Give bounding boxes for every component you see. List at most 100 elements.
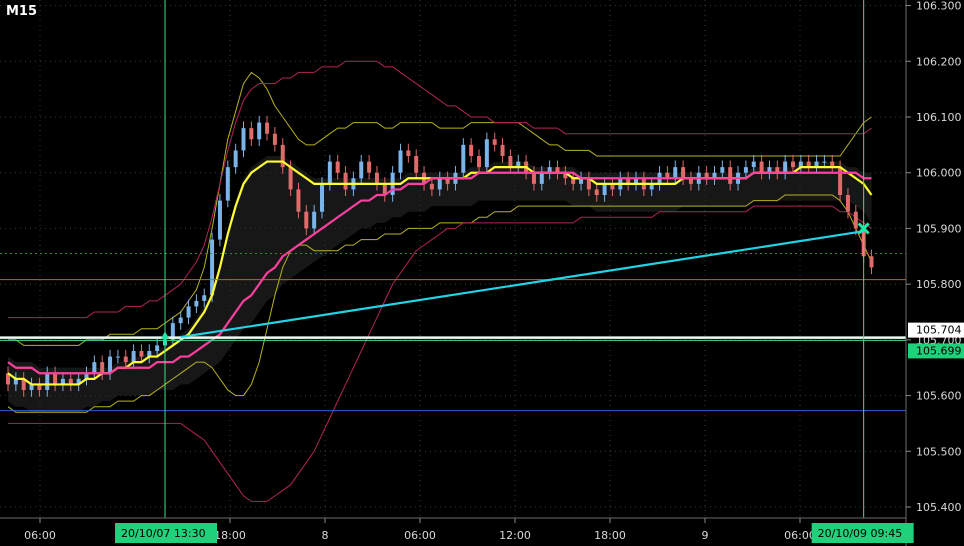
candle-body (194, 300, 199, 307)
candle-body (359, 161, 364, 179)
candle-body (45, 373, 50, 390)
candle-body (869, 256, 874, 268)
candle-body (202, 295, 207, 301)
y-tick-label: 105.900 (916, 222, 962, 235)
candle-body (571, 178, 576, 184)
candle-body (610, 183, 615, 190)
candle-body (743, 167, 748, 173)
candle-body (29, 384, 34, 390)
candle-body (92, 362, 97, 374)
y-tick-label: 105.800 (916, 278, 962, 291)
candle-body (429, 183, 434, 190)
y-tick-label: 105.400 (916, 501, 962, 514)
candle-body (312, 211, 317, 229)
candle-body (257, 122, 262, 140)
exit-cross-stroke (857, 222, 870, 235)
candle-body (320, 183, 324, 212)
candle-body (304, 211, 309, 229)
candle-body (21, 378, 26, 390)
x-tick-label: 8 (322, 529, 329, 542)
candle-body (186, 306, 191, 318)
candle-body (720, 167, 725, 173)
y-tick-label: 105.600 (916, 390, 962, 403)
candle-body (665, 172, 670, 179)
bollinger-bands (7, 60, 872, 502)
candle-body (265, 122, 270, 134)
candle-body (759, 161, 764, 173)
candle-body (484, 139, 489, 168)
candle-body (626, 178, 631, 184)
time-badge-label: 20/10/09 09:45 (818, 527, 903, 540)
candle-body (335, 161, 340, 173)
x-tick-label: 12:00 (499, 529, 531, 542)
price-badge-label: 105.699 (916, 344, 962, 357)
candle-body (139, 351, 144, 357)
y-tick-label: 106.300 (916, 0, 962, 13)
candle-body (37, 384, 42, 390)
candle-body (6, 373, 10, 385)
candle-body (241, 128, 246, 151)
candle-body (838, 167, 843, 195)
price-axis[interactable]: 106.300 106.200 106.100 106.000 105.900 105.8… (905, 0, 964, 546)
moving-averages (7, 160, 873, 386)
candle-body (853, 211, 858, 229)
candle-body (539, 172, 544, 184)
candle-body (477, 156, 481, 168)
candle-body (280, 144, 285, 168)
candle-body (461, 144, 466, 173)
candle-body (751, 161, 756, 168)
candle-body (272, 133, 277, 145)
candle-body (673, 167, 678, 179)
candle-body (170, 323, 175, 340)
candle-body (806, 161, 811, 168)
candle-body (602, 183, 607, 195)
candle-body (445, 178, 450, 184)
candle-body (649, 183, 654, 190)
trend-line (180, 230, 864, 339)
candle-body (178, 317, 183, 324)
candle-body (516, 161, 521, 168)
candle-body (791, 161, 795, 168)
candle-body (115, 356, 120, 358)
candle-body (84, 373, 89, 379)
time-badge (115, 523, 217, 543)
candle-body (712, 172, 717, 179)
candle-body (845, 195, 850, 212)
candle-body (704, 172, 709, 179)
candle-body (547, 167, 552, 173)
candle-body (367, 161, 372, 173)
price-badge (908, 343, 964, 359)
candle-body (343, 172, 348, 190)
candle-body (563, 172, 568, 179)
candle-body (634, 178, 638, 184)
candle-body (53, 373, 58, 385)
candle-body (100, 362, 105, 374)
candle-body (108, 356, 113, 374)
candle-body (210, 239, 215, 296)
candle-body (775, 167, 780, 173)
candle-body (123, 356, 128, 363)
candle-body (374, 172, 379, 184)
bb-outer-lower-line (8, 205, 872, 502)
y-tick-label: 105.500 (916, 445, 962, 458)
candle-body (728, 167, 733, 184)
candle-body (814, 161, 819, 168)
candle-body (586, 178, 591, 190)
candle-body (296, 189, 301, 212)
candle-body (579, 178, 584, 184)
candle-body (398, 150, 403, 173)
candle-body (508, 156, 513, 168)
bb-inner-upper-line (8, 71, 872, 346)
candle-body (60, 378, 65, 385)
price-badge-label: 105.704 (916, 324, 962, 337)
candle-body (500, 144, 505, 156)
x-tick-label: 06:00 (404, 529, 436, 542)
bb-inner-lower-line (7, 194, 872, 413)
x-tick-label: 18:00 (214, 529, 246, 542)
candle-body (217, 200, 222, 240)
candle-body (783, 161, 788, 173)
candle-body (531, 172, 536, 184)
time-axis[interactable]: 06:00 18:00 8 06:00 12:00 18:00 9 06:00 20/10/07… (0, 517, 914, 543)
candle-body (131, 351, 136, 363)
